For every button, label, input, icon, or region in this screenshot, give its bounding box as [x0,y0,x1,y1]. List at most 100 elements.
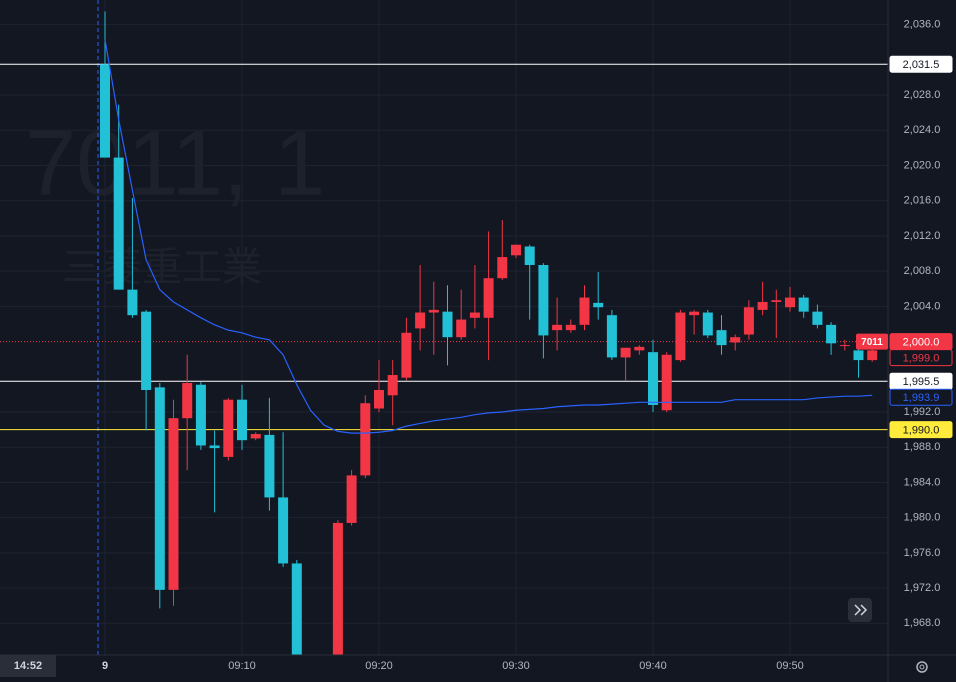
price-label-box [889,388,953,406]
settings-icon[interactable] [919,664,925,670]
x-tick-label: 09:40 [639,660,667,672]
candle-body [428,309,439,313]
candle-body [469,312,480,318]
price-label: 2,000.0 [903,336,940,348]
candle-body [456,319,467,338]
x-tick-label: 09:10 [228,660,256,672]
x-tick-label: 9 [102,660,108,672]
candle-body [442,311,453,338]
average-line [104,39,873,434]
candle-body [278,497,289,564]
candle-body [127,289,138,316]
price-label: 2,031.5 [903,59,940,71]
candle-body [511,244,521,256]
price-label-box [889,55,953,73]
y-tick-label: 2,008.0 [904,265,941,277]
candle-body [538,264,549,336]
grid [0,0,888,655]
candle-body [730,337,741,343]
candle-body [771,300,782,302]
candle-body [648,352,658,405]
candle-body [374,390,384,409]
candle-body [661,354,672,411]
candle-body [675,312,686,361]
candle-body [209,445,220,449]
y-tick-label: 1,972.0 [904,582,941,594]
candle-body [497,257,508,279]
candle-body [332,522,343,655]
y-tick-label: 1,968.0 [904,617,941,629]
plot [0,11,888,655]
price-label: 1,999.0 [903,352,940,364]
price-label-box [889,421,953,439]
price-label: 1,990.0 [903,425,940,437]
candle-body [689,311,700,316]
y-tick-label: 1,988.0 [904,441,941,453]
candle-body [757,301,768,310]
candle-body [524,246,535,265]
y-tick-label: 1,980.0 [904,512,941,524]
y-tick-label: 2,004.0 [904,300,941,312]
candle-body [839,345,850,347]
watermark-name: 三菱重工業 [62,246,262,290]
candle-body [867,350,878,361]
candle-body [593,302,604,308]
y-tick-label: 2,020.0 [904,159,941,171]
candle-body [785,297,795,308]
candle-body [620,347,631,358]
x-tick-label: 09:30 [502,660,530,672]
candle-body [264,434,275,498]
candle-body [552,324,563,331]
y-tick-label: 2,028.0 [904,89,941,101]
candle-body [141,311,152,391]
candle-body [237,399,247,441]
candle-body [798,297,809,312]
candle-body [716,330,727,346]
candle-body [579,297,590,325]
candle-body [826,324,837,344]
candle-body [113,157,124,290]
y-tick-label: 1,984.0 [904,476,941,488]
settings-icon[interactable] [916,661,928,673]
y-tick-label: 2,012.0 [904,230,941,242]
y-tick-label: 2,016.0 [904,195,941,207]
candle-body [702,312,713,336]
candle-body [634,346,645,351]
price-label: 1,993.9 [903,392,940,404]
price-label-box [889,349,953,367]
candle-body [195,384,206,446]
candle-body [223,399,234,457]
price-label: 1,995.5 [903,376,940,388]
clock: 14:52 [14,660,42,672]
candle-body [360,403,371,476]
candle-body [483,278,494,318]
x-tick-label: 09:20 [365,660,393,672]
candle-body [250,434,261,439]
candle-body [812,311,823,325]
clock-box [0,655,56,677]
axes: 2,036.0 2,028.0 2,024.0 2,020.0 2,016.0 2,012… [102,19,953,672]
y-tick-label: 2,036.0 [904,19,941,31]
candle-body [415,312,426,329]
candle-body [387,375,398,396]
scroll-icon[interactable] [854,604,868,616]
candle-body [168,418,179,590]
candle-body [182,382,193,419]
candle-body [291,563,302,655]
y-tick-label: 2,024.0 [904,124,941,136]
candle-body [606,315,617,358]
candle-body [154,387,165,590]
candle-body [100,64,110,158]
y-tick-label: 1,976.0 [904,547,941,559]
candle-body [743,307,754,335]
candle-body [565,324,576,331]
x-tick-label: 09:50 [776,660,804,672]
symbol-tag-label: 7011 [861,337,883,348]
candle-body [401,332,412,378]
watermark-symbol: 7011, 1 [25,112,325,214]
candle-body [853,350,864,361]
y-tick-label: 1,992.0 [904,406,941,418]
candle-body [346,475,357,523]
symbol-tag [856,333,888,350]
